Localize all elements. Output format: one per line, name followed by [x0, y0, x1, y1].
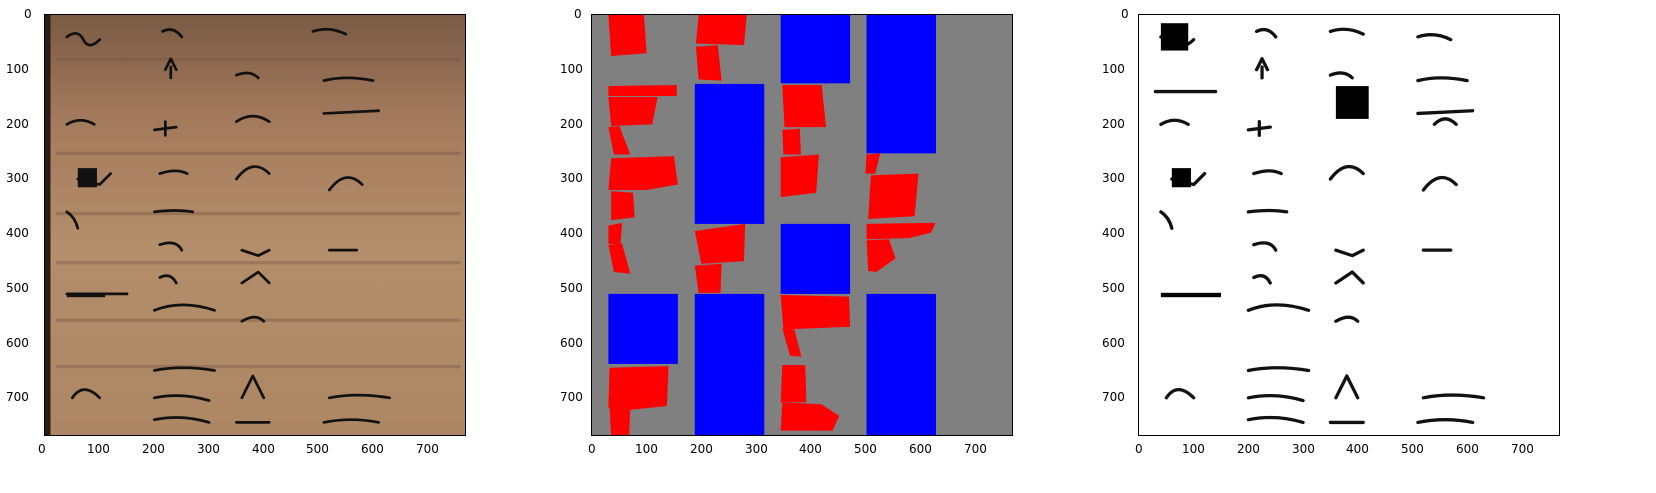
image-frame-mask	[591, 14, 1013, 436]
x-tick-label: 200	[142, 442, 165, 456]
x-tick-label: 0	[588, 442, 596, 456]
image-frame-binarized	[1138, 14, 1560, 436]
y-tick-label: 600	[6, 336, 29, 350]
y-tick-label: 600	[560, 336, 583, 350]
segmentation-mask	[592, 15, 1012, 435]
y-tick-label: 600	[1102, 336, 1125, 350]
y-tick-label: 400	[1102, 226, 1125, 240]
x-tick-label: 100	[87, 442, 110, 456]
manuscript-photo	[45, 15, 465, 435]
x-tick-label: 400	[1346, 442, 1369, 456]
y-tick-label: 0	[1121, 7, 1129, 21]
x-tick-label: 700	[1511, 442, 1534, 456]
x-tick-label: 500	[854, 442, 877, 456]
x-tick-label: 0	[38, 442, 46, 456]
y-tick-label: 300	[560, 171, 583, 185]
y-tick-label: 700	[1102, 390, 1125, 404]
panel-binarized: 0 100 200 300 400 500 600 700 0 100 200 …	[1100, 0, 1656, 493]
x-tick-label: 300	[745, 442, 768, 456]
y-tick-label: 0	[574, 7, 582, 21]
x-tick-label: 400	[252, 442, 275, 456]
x-tick-label: 200	[1237, 442, 1260, 456]
panel-mask: 0 100 200 300 400 500 600 700 0 100 200 …	[560, 0, 1100, 493]
x-tick-label: 600	[1456, 442, 1479, 456]
x-tick-label: 100	[1182, 442, 1205, 456]
panel-original: 0 100 200 300 400 500 600 700 0 100 200 …	[0, 0, 560, 493]
y-tick-label: 200	[6, 117, 29, 131]
binarized-image	[1139, 15, 1559, 435]
y-tick-label: 500	[560, 281, 583, 295]
y-tick-label: 0	[24, 7, 32, 21]
x-tick-label: 500	[1401, 442, 1424, 456]
y-tick-label: 200	[560, 117, 583, 131]
y-tick-label: 500	[6, 281, 29, 295]
x-tick-label: 0	[1135, 442, 1143, 456]
x-tick-label: 700	[416, 442, 439, 456]
y-tick-label: 400	[560, 226, 583, 240]
x-tick-label: 600	[909, 442, 932, 456]
y-tick-label: 700	[6, 390, 29, 404]
y-tick-label: 100	[6, 62, 29, 76]
x-tick-label: 700	[964, 442, 987, 456]
x-tick-label: 400	[799, 442, 822, 456]
y-tick-label: 100	[1102, 62, 1125, 76]
y-tick-label: 300	[1102, 171, 1125, 185]
y-tick-label: 700	[560, 390, 583, 404]
x-tick-label: 300	[1292, 442, 1315, 456]
x-tick-label: 200	[690, 442, 713, 456]
y-tick-label: 300	[6, 171, 29, 185]
x-tick-label: 500	[306, 442, 329, 456]
image-frame-original	[44, 14, 466, 436]
x-tick-label: 600	[361, 442, 384, 456]
x-tick-label: 100	[635, 442, 658, 456]
y-tick-label: 400	[6, 226, 29, 240]
y-tick-label: 500	[1102, 281, 1125, 295]
y-tick-label: 200	[1102, 117, 1125, 131]
y-tick-label: 100	[560, 62, 583, 76]
x-tick-label: 300	[197, 442, 220, 456]
